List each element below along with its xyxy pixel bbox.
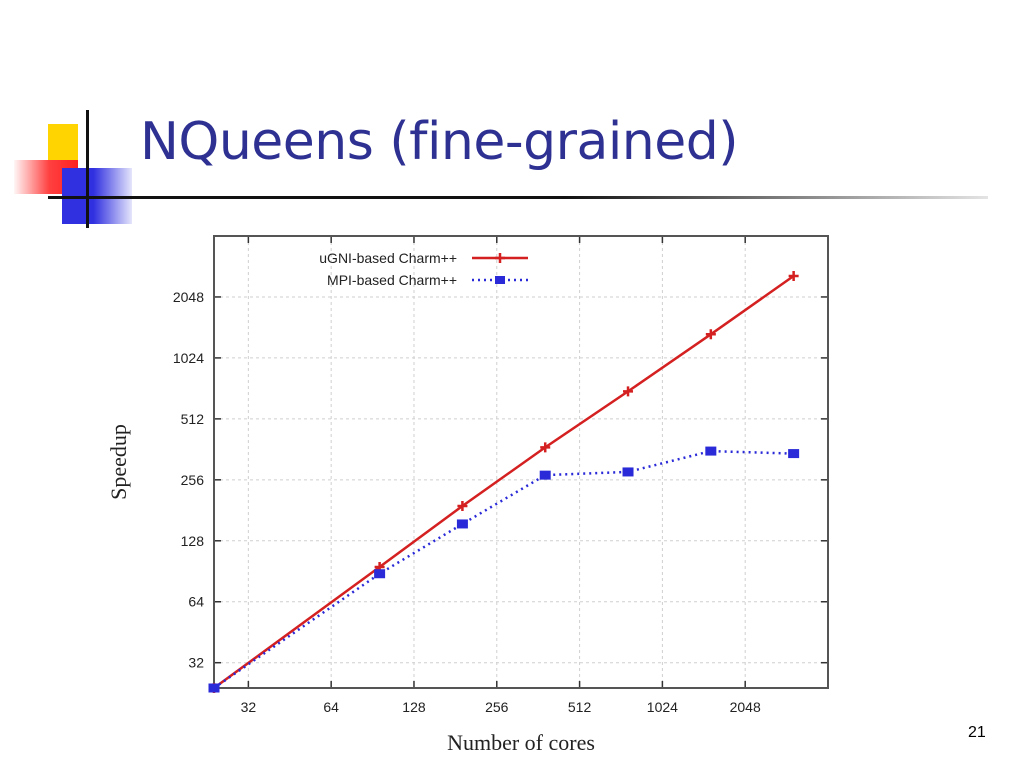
series-point-0	[623, 386, 634, 397]
x-axis-title: Number of cores	[447, 730, 595, 755]
series-point-1	[705, 446, 717, 456]
plot-frame	[213, 235, 829, 689]
x-tick-label: 128	[402, 699, 426, 715]
y-tick-label: 512	[181, 411, 205, 427]
slide-title: NQueens (fine-grained)	[140, 112, 739, 172]
series-point-1	[208, 683, 220, 693]
x-tick-label: 64	[323, 699, 339, 715]
y-tick-label: 64	[188, 594, 204, 610]
series-point-1	[456, 519, 468, 529]
x-tick-label: 32	[241, 699, 257, 715]
x-tick-label: 512	[568, 699, 592, 715]
slide-number: 21	[968, 724, 986, 741]
series-point-1	[539, 470, 551, 480]
x-tick-label: 256	[485, 699, 509, 715]
legend-label: uGNI-based Charm++	[319, 250, 457, 266]
y-tick-label: 1024	[173, 350, 204, 366]
series-point-1	[374, 569, 386, 579]
y-tick-label: 128	[181, 533, 205, 549]
y-tick-label: 256	[181, 472, 205, 488]
series-point-1	[622, 467, 634, 477]
series-point-0	[788, 270, 799, 281]
legend-marker	[495, 276, 505, 284]
y-tick-label: 2048	[173, 289, 204, 305]
legend-marker	[495, 253, 505, 263]
y-axis-title: Speedup	[106, 424, 131, 500]
decor-vertical-line	[86, 110, 89, 228]
series-point-0	[540, 442, 551, 453]
series-point-0	[705, 329, 716, 340]
legend-label: MPI-based Charm++	[327, 272, 457, 288]
decor-yellow-square	[48, 124, 78, 164]
series-point-1	[788, 449, 800, 459]
x-tick-label: 2048	[730, 699, 761, 715]
x-tick-label: 1024	[647, 699, 678, 715]
decor-horizontal-line	[48, 196, 988, 199]
y-tick-label: 32	[188, 655, 204, 671]
series-point-0	[457, 501, 468, 512]
